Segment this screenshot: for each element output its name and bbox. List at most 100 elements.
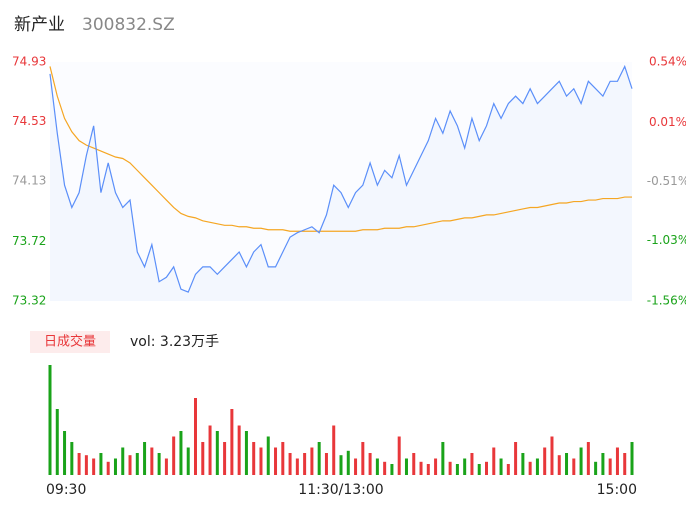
volume-bar	[339, 455, 343, 475]
volume-bar	[99, 453, 103, 475]
volume-bar	[535, 458, 539, 475]
volume-bar	[594, 461, 598, 475]
volume-bar	[441, 442, 445, 475]
volume-label: 日成交量	[44, 334, 96, 350]
volume-bar	[412, 453, 416, 475]
volume-bar	[84, 455, 88, 475]
y2-tick-label: -1.56%	[647, 294, 686, 308]
volume-bar	[281, 442, 285, 475]
volume-bar	[70, 442, 74, 475]
volume-bar	[295, 458, 299, 475]
volume-bar	[63, 431, 67, 475]
volume-bar	[113, 458, 117, 475]
volume-bar	[463, 458, 467, 475]
price-line	[49, 64, 633, 293]
volume-bar	[179, 431, 183, 475]
volume-bar	[528, 461, 532, 475]
volume-bar	[448, 461, 452, 475]
y-tick-label: 73.32	[12, 294, 46, 308]
volume-bar	[172, 436, 176, 475]
volume-bar	[615, 447, 619, 475]
volume-bar	[565, 453, 569, 475]
volume-bar	[164, 458, 168, 475]
price-area	[50, 66, 632, 301]
volume-bar	[477, 464, 481, 475]
volume-bar	[223, 442, 227, 475]
volume-bar	[215, 431, 219, 475]
y-tick-label: 74.53	[12, 114, 46, 128]
volume-bar	[361, 442, 365, 475]
volume-bar	[237, 425, 241, 475]
volume-bar	[259, 447, 263, 475]
volume-bar	[623, 453, 627, 475]
volume-bar	[455, 464, 459, 475]
volume-bar	[492, 447, 496, 475]
y2-tick-label: 0.01%	[649, 115, 686, 129]
volume-bar	[499, 458, 503, 475]
x-tick-label: 15:00	[597, 482, 637, 498]
volume-bar	[324, 453, 328, 475]
volume-bar	[579, 447, 583, 475]
volume-bar	[397, 436, 401, 475]
volume-bar	[303, 453, 307, 475]
volume-bar	[288, 453, 292, 475]
volume-bar	[354, 458, 358, 475]
volume-bar	[557, 455, 561, 475]
volume-bar	[514, 442, 518, 475]
volume-bar	[143, 442, 147, 475]
volume-bar	[201, 442, 205, 475]
y-tick-label: 74.13	[12, 173, 46, 187]
volume-bar	[608, 458, 612, 475]
volume-bar	[630, 442, 634, 475]
volume-bar	[390, 464, 394, 475]
volume-bar	[55, 409, 59, 475]
volume-bar	[375, 458, 379, 475]
volume-bar	[550, 436, 554, 475]
volume-bar	[506, 464, 510, 475]
y-tick-label: 74.93	[12, 55, 46, 69]
volume-bar	[601, 453, 605, 475]
volume-bar	[434, 458, 438, 475]
volume-bar	[521, 453, 525, 475]
y2-tick-label: -0.51%	[647, 174, 686, 188]
volume-bar	[150, 447, 154, 475]
volume-bar	[208, 425, 212, 475]
stock-code: 300832.SZ	[82, 15, 175, 35]
stock-name: 新产业	[14, 15, 65, 35]
volume-bar	[572, 458, 576, 475]
volume-bar	[419, 461, 423, 475]
volume-bar	[586, 442, 590, 475]
volume-bar	[135, 453, 139, 475]
volume-bar	[346, 450, 350, 475]
volume-bar	[332, 425, 336, 475]
volume-bar	[77, 453, 81, 475]
volume-bar	[121, 447, 125, 475]
volume-label-bg	[30, 331, 110, 353]
volume-bar	[48, 365, 52, 475]
volume-bar	[543, 447, 547, 475]
volume-bar	[404, 458, 408, 475]
volume-bar	[128, 455, 132, 475]
volume-bar	[426, 464, 430, 475]
volume-bar	[470, 453, 474, 475]
volume-bar	[266, 436, 270, 475]
volume-bar	[194, 398, 197, 475]
y-tick-label: 73.72	[12, 234, 46, 248]
volume-bar	[157, 453, 161, 475]
volume-bar	[186, 447, 190, 475]
volume-bar	[230, 409, 234, 475]
volume-bar	[317, 442, 321, 475]
volume-bar	[92, 458, 96, 475]
volume-total: vol: 3.23万手	[130, 334, 219, 350]
volume-bar	[310, 447, 314, 475]
y2-tick-label: -1.03%	[647, 233, 686, 247]
y2-tick-label: 0.54%	[649, 55, 686, 69]
volume-bar	[274, 447, 278, 475]
volume-bar	[106, 461, 110, 475]
volume-bar	[368, 453, 372, 475]
volume-bar	[252, 442, 256, 475]
volume-bar	[244, 431, 248, 475]
volume-bar	[383, 461, 387, 475]
x-tick-label: 11:30/13:00	[298, 482, 383, 498]
